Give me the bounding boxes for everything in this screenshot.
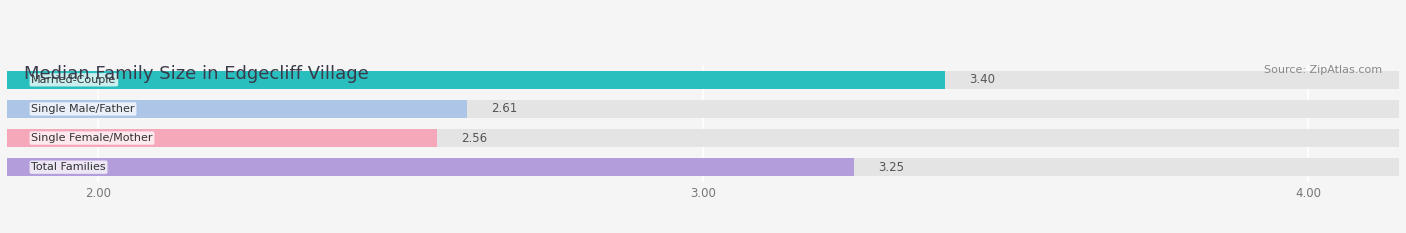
Text: 3.25: 3.25 bbox=[879, 161, 904, 174]
Bar bbox=[7, 71, 945, 89]
Bar bbox=[7, 129, 437, 147]
Text: Single Male/Father: Single Male/Father bbox=[31, 104, 135, 114]
Text: Married-Couple: Married-Couple bbox=[31, 75, 117, 85]
Text: Median Family Size in Edgecliff Village: Median Family Size in Edgecliff Village bbox=[24, 65, 368, 83]
Bar bbox=[7, 158, 1399, 176]
Bar bbox=[7, 158, 855, 176]
Bar bbox=[7, 71, 1399, 89]
Text: 2.56: 2.56 bbox=[461, 132, 486, 144]
Bar bbox=[7, 129, 1399, 147]
Text: Total Families: Total Families bbox=[31, 162, 105, 172]
Bar bbox=[7, 100, 467, 118]
Text: 2.61: 2.61 bbox=[491, 103, 517, 115]
Text: Single Female/Mother: Single Female/Mother bbox=[31, 133, 153, 143]
Bar bbox=[7, 100, 1399, 118]
Text: 3.40: 3.40 bbox=[969, 73, 995, 86]
Text: Source: ZipAtlas.com: Source: ZipAtlas.com bbox=[1264, 65, 1382, 75]
